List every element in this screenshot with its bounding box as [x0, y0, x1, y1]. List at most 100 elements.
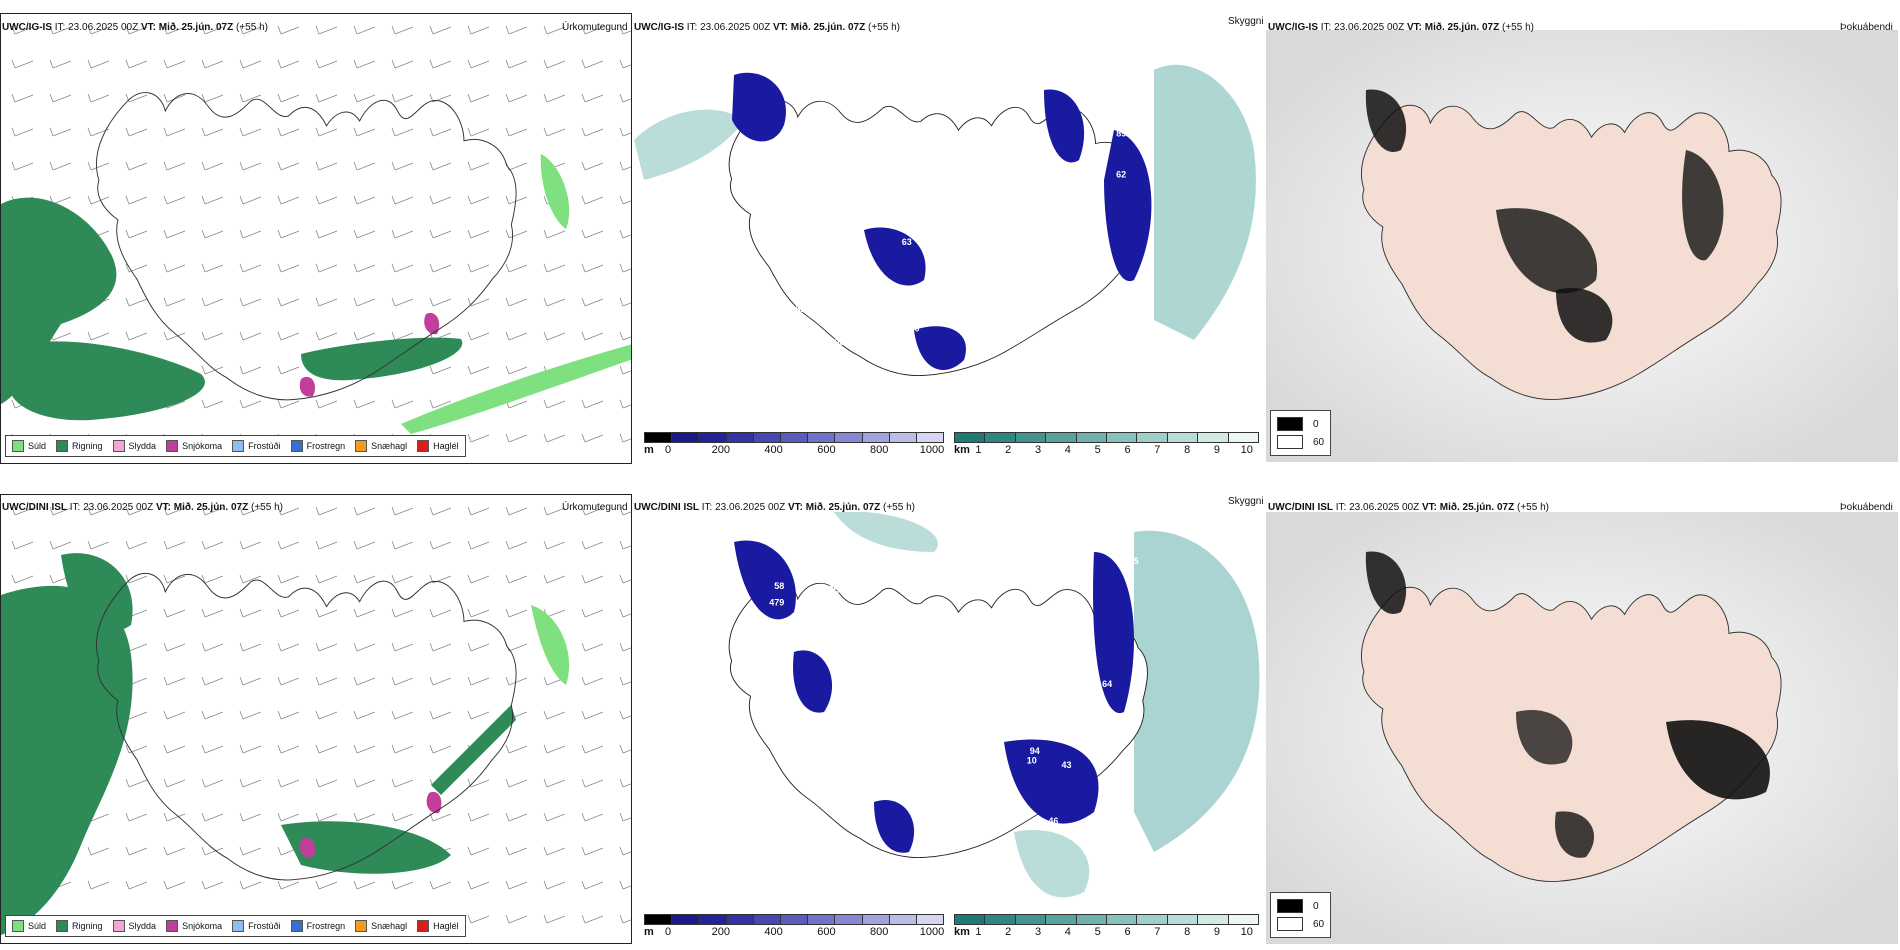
colorbar-segment — [672, 433, 700, 442]
cloud-base-panel-1: 68 51 53 70 89 75 76 124 92 140 100 987 85 89 63 48 58 45… — [634, 30, 1264, 462]
wind-barb-icon — [543, 778, 566, 788]
cloud-base-value-label: 62 — [922, 143, 932, 153]
wind-barb-icon — [315, 506, 338, 516]
legend-swatch — [56, 920, 69, 932]
visibility-colorbar-1: km 1 2 3 4 5 6 7 8 9 10 — [954, 432, 1259, 458]
wind-barb-icon — [315, 608, 338, 618]
wind-barb-icon — [125, 331, 148, 341]
wind-barb-icon — [619, 608, 631, 618]
fog-legend-1: 0 60 — [1270, 410, 1332, 456]
cloud-base-value-label: 140 — [958, 218, 973, 228]
wind-barb-icon — [49, 540, 72, 550]
colorbar-tick: 7 — [1154, 444, 1161, 456]
wind-barb-icon — [429, 25, 452, 35]
visibility-area-east-1 — [1154, 64, 1256, 340]
fog-legend-swatch — [1277, 917, 1303, 931]
wind-barb-icon — [315, 676, 338, 686]
wind-barb-icon — [315, 263, 338, 273]
colorbar-segment — [780, 433, 809, 442]
wind-barb-icon — [543, 93, 566, 103]
colorbar-segment — [645, 433, 673, 442]
visibility-area-south-2 — [1014, 830, 1090, 898]
wind-barb-icon — [11, 93, 34, 103]
colorbar-segment — [699, 915, 727, 924]
legend-swatch — [232, 440, 245, 452]
wind-barb-icon — [277, 778, 300, 788]
wind-barb-icon — [505, 506, 528, 516]
wind-barb-icon — [581, 710, 604, 720]
wind-barb-icon — [277, 642, 300, 652]
wind-barb-icon — [429, 195, 452, 205]
wind-barb-icon — [467, 365, 490, 375]
wind-barb-icon — [429, 365, 452, 375]
wind-barb-icon — [467, 574, 490, 584]
wind-barb-icon — [429, 880, 452, 890]
colorbar-segment — [835, 433, 863, 442]
legend-label: Snæhagl — [371, 441, 408, 451]
wind-barb-icon — [543, 399, 566, 409]
wind-barb-icon — [163, 846, 186, 856]
wind-barb-icon — [201, 710, 224, 720]
cloud-base-value-label: 80 — [866, 643, 876, 653]
wind-barb-icon — [353, 778, 376, 788]
wind-barb-icon — [543, 914, 566, 924]
wind-barb-icon — [543, 812, 566, 822]
legend-item: Frostregn — [290, 920, 345, 932]
wind-barb-icon — [239, 642, 262, 652]
wind-barb-icon — [391, 540, 414, 550]
cloud-base-value-label: 100 — [829, 337, 844, 347]
wind-barb-icon — [125, 778, 148, 788]
wind-barb-icon — [163, 229, 186, 239]
wind-barb-icon — [163, 574, 186, 584]
wind-barb-icon — [239, 399, 262, 409]
wind-barb-icon — [391, 642, 414, 652]
cloud-base-value-label: 68 — [930, 240, 940, 250]
cloud-base-value-label: 85 — [782, 205, 792, 215]
wind-barb-icon — [505, 744, 528, 754]
wind-barb-icon — [201, 744, 224, 754]
wind-barb-icon — [239, 812, 262, 822]
wind-barb-icon — [315, 744, 338, 754]
wind-barb-icon — [277, 331, 300, 341]
legend-item: Snjókoma — [166, 440, 222, 452]
wind-barb-icon — [581, 127, 604, 137]
wind-barb-icon — [581, 642, 604, 652]
wind-barb-icon — [315, 399, 338, 409]
wind-barb-icon — [467, 540, 490, 550]
colorbar-tick: 8 — [1184, 926, 1191, 938]
cloud-base-value-label: 45 — [912, 142, 922, 152]
legend-swatch — [355, 440, 368, 452]
wind-barb-icon — [239, 331, 262, 341]
colorbar-segment — [808, 915, 836, 924]
colorbar-tick: 1000 — [919, 926, 945, 938]
cloud-base-value-label: 33 — [937, 740, 947, 750]
wind-barb-icon — [619, 161, 631, 171]
wind-barb-icon — [619, 574, 631, 584]
colorbar-segment — [1046, 433, 1077, 442]
colorbar-segment — [1015, 433, 1047, 442]
wind-barb-icon — [277, 229, 300, 239]
colorbar-tick: 9 — [1213, 926, 1221, 938]
cloud-base-area-se-1 — [914, 326, 966, 370]
cloud-base-area-w-2 — [793, 650, 833, 713]
wind-barb-icon — [619, 433, 631, 443]
wind-barb-icon — [277, 540, 300, 550]
cloud-base-value-label: 37 — [1044, 687, 1054, 697]
wind-barb-icon — [391, 263, 414, 273]
wind-barb-icon — [201, 229, 224, 239]
wind-barb-icon — [277, 25, 300, 35]
cloud-base-value-label: 43 — [953, 828, 963, 838]
legend-label: Súld — [28, 441, 47, 451]
wind-barb-icon — [201, 540, 224, 550]
wind-barb-icon — [505, 812, 528, 822]
wind-barb-icon — [467, 127, 490, 137]
legend-item: Haglél — [417, 920, 459, 932]
wind-barb-icon — [239, 59, 262, 69]
wind-barb-icon — [543, 540, 566, 550]
legend-item: Snjókoma — [166, 920, 222, 932]
wind-barb-icon — [315, 778, 338, 788]
colorbar-tick: 200 — [711, 926, 730, 938]
wind-barb-icon — [239, 229, 262, 239]
colorbar-tick: 2 — [1005, 926, 1012, 938]
wind-barb-icon — [125, 127, 148, 137]
